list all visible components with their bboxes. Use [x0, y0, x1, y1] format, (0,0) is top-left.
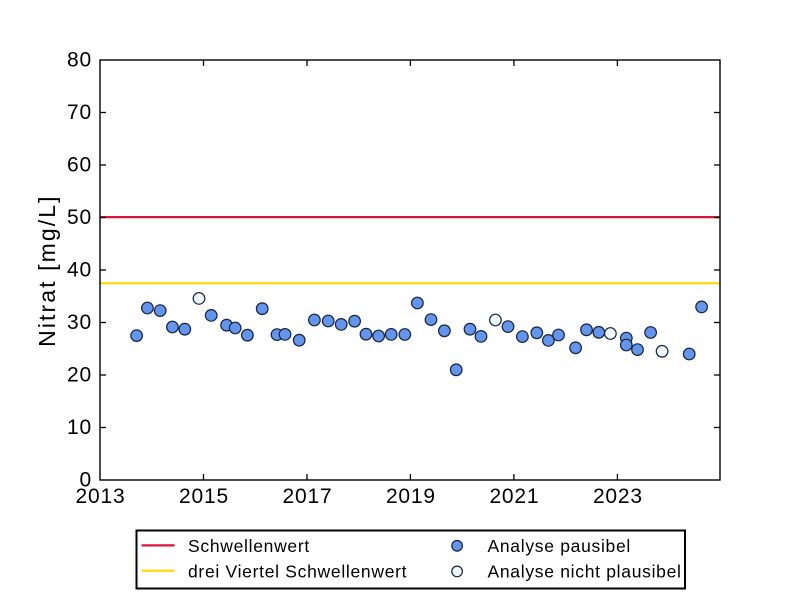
svg-text:Analyse pausibel: Analyse pausibel [488, 536, 632, 556]
svg-text:20: 20 [67, 364, 92, 387]
svg-text:80: 80 [67, 49, 92, 72]
svg-text:Nitrat [mg/L]: Nitrat [mg/L] [34, 194, 60, 347]
svg-text:40: 40 [67, 259, 92, 282]
svg-text:50: 50 [67, 206, 92, 229]
svg-text:2015: 2015 [179, 485, 229, 508]
svg-text:2019: 2019 [386, 485, 436, 508]
svg-text:2017: 2017 [283, 485, 333, 508]
svg-text:Schwellenwert: Schwellenwert [188, 536, 310, 556]
svg-text:30: 30 [67, 311, 92, 334]
svg-text:2021: 2021 [489, 485, 539, 508]
svg-text:2013: 2013 [76, 485, 126, 508]
svg-text:0: 0 [80, 469, 92, 492]
svg-text:10: 10 [67, 416, 92, 439]
svg-text:drei Viertel Schwellenwert: drei Viertel Schwellenwert [188, 561, 407, 581]
svg-text:60: 60 [67, 154, 92, 177]
svg-text:Analyse nicht plausibel: Analyse nicht plausibel [488, 561, 682, 581]
svg-text:70: 70 [67, 101, 92, 124]
svg-text:2023: 2023 [593, 485, 643, 508]
